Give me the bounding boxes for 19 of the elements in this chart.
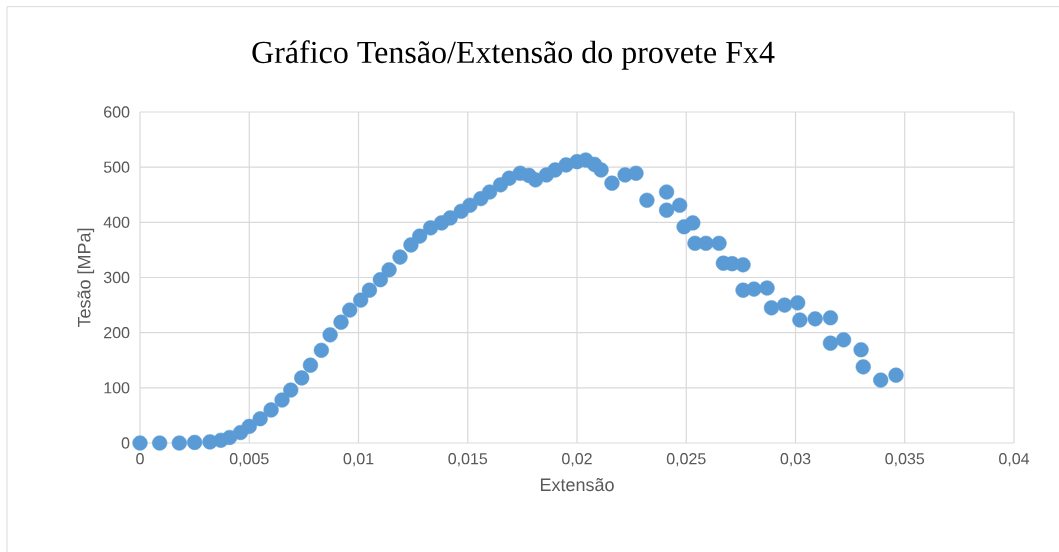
y-tick-label: 100 [104, 382, 130, 394]
x-axis-title: Extensão [540, 478, 614, 492]
x-tick-label: 0,03 [780, 453, 811, 467]
y-axis-title: Tesão [MPa] [77, 228, 95, 328]
x-tick-label: 0,025 [666, 453, 706, 467]
x-tick-label: 0,01 [343, 453, 374, 467]
x-tick-label: 0,005 [229, 453, 269, 467]
y-tick-label: 0 [121, 437, 130, 449]
x-tick-label: 0,015 [448, 453, 488, 467]
x-tick-label: 0,02 [562, 453, 592, 467]
y-tick-label: 500 [103, 161, 130, 173]
y-tick-label: 200 [104, 327, 130, 339]
chart-title: Gráfico Tensão/Extensão do provete Fx4 [252, 40, 775, 70]
y-tick-label: 300 [103, 271, 130, 284]
x-tick-label: 0,035 [885, 453, 925, 467]
x-tick-label: 0,04 [999, 453, 1030, 467]
y-tick-label: 600 [104, 106, 130, 118]
y-tick-label: 400 [103, 216, 130, 228]
x-tick-label: 0 [136, 453, 144, 465]
